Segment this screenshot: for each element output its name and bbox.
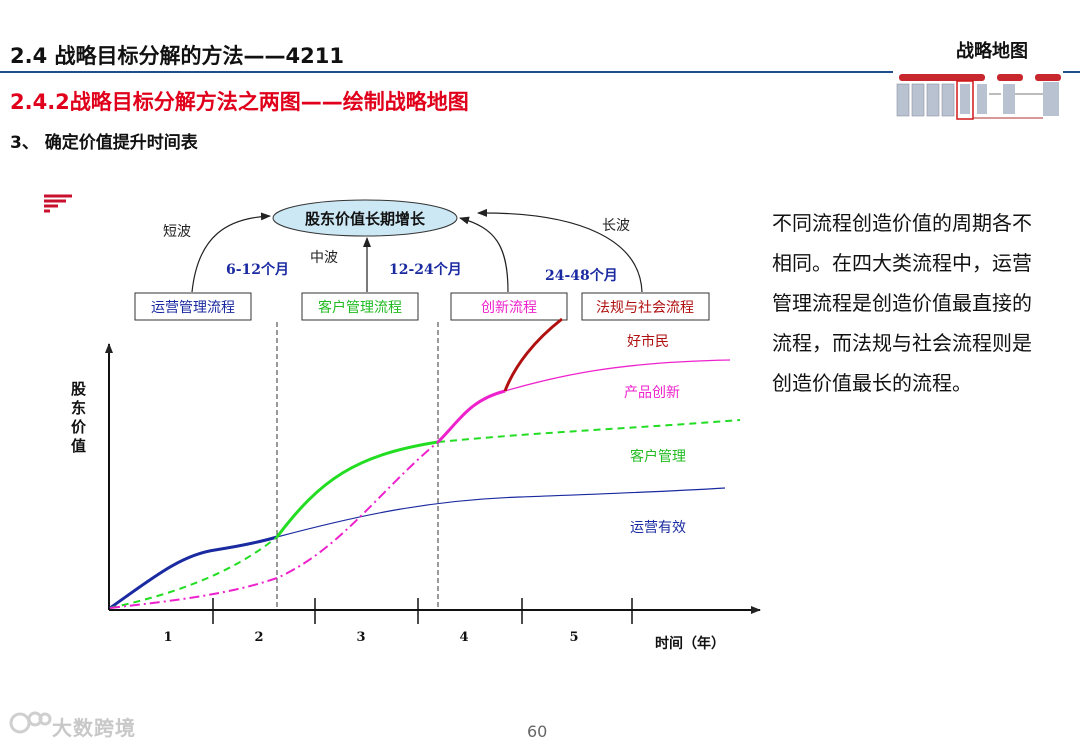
strategy-map-thumbnail bbox=[893, 70, 1063, 126]
wave-long-label: 长波 bbox=[602, 218, 630, 234]
curve-regulatory bbox=[503, 317, 563, 392]
x-tick-label: 5 bbox=[569, 630, 578, 645]
process-label-customer: 客户管理流程 bbox=[318, 299, 402, 316]
header-divider bbox=[0, 71, 1080, 73]
period-long-label: 24-48个月 bbox=[545, 267, 618, 284]
explanation-text: 不同流程创造价值的周期各不相同。在四大类流程中，运营管理流程是创造价值最直接的流… bbox=[772, 211, 1032, 395]
curve-ops-main bbox=[109, 535, 278, 610]
curve-label-ops: 运营有效 bbox=[630, 520, 686, 536]
curve-innovation-early bbox=[109, 441, 439, 609]
curve-label-customer: 客户管理 bbox=[630, 448, 686, 465]
wave-mid-label: 中波 bbox=[310, 250, 338, 266]
curve-customer-extension bbox=[437, 419, 741, 443]
x-tick-marks bbox=[212, 598, 633, 624]
section-title: 2.4 战略目标分解的方法——4211 bbox=[10, 44, 344, 68]
process-label-innovation: 创新流程 bbox=[481, 300, 537, 316]
process-label-ops: 运营管理流程 bbox=[151, 300, 235, 316]
curve-innovation-extension bbox=[504, 359, 731, 392]
period-customer-label: 12-24个月 bbox=[389, 261, 462, 278]
curve-label-regulatory: 好市民 bbox=[627, 333, 669, 350]
page-number: 60 bbox=[527, 722, 548, 741]
goal-ellipse bbox=[272, 199, 458, 237]
x-tick-label: 3 bbox=[356, 630, 365, 645]
svg-text:价: 价 bbox=[71, 418, 87, 436]
curve-customer-main bbox=[275, 440, 439, 538]
process-box-customer bbox=[301, 292, 419, 321]
period-ops-label: 6-12个月 bbox=[226, 261, 289, 278]
curve-innovation-main bbox=[436, 389, 506, 444]
watermark-text: 大数跨境 bbox=[52, 716, 136, 740]
y-axis-label: 股 东 价 值 bbox=[71, 380, 87, 455]
svg-text:东: 东 bbox=[71, 399, 86, 417]
process-box-regulatory bbox=[581, 292, 710, 321]
corner-title: 战略地图 bbox=[956, 41, 1028, 62]
process-label-regulatory: 法规与社会流程 bbox=[596, 300, 694, 316]
curve-ops-extension bbox=[276, 487, 726, 538]
x-tick-label: 1 bbox=[163, 630, 172, 645]
step-title: 3、 确定价值提升时间表 bbox=[10, 133, 198, 153]
x-axis-label: 时间（年） bbox=[655, 635, 725, 652]
arrow-innovation-to-goal bbox=[459, 216, 509, 293]
value-timeline-diagram: 股东价值长期增长 短波 中波 长波 6-12个月 12-24个月 24-48个月… bbox=[44, 194, 761, 652]
watermark-logo-icon bbox=[9, 711, 52, 734]
curve-customer-early bbox=[109, 536, 278, 609]
subsection-title: 2.4.2战略目标分解方法之两图——绘制战略地图 bbox=[10, 90, 469, 114]
curve-label-innovation: 产品创新 bbox=[624, 385, 680, 401]
wave-short-label: 短波 bbox=[163, 224, 191, 240]
arrow-ops-to-goal bbox=[191, 212, 271, 293]
x-tick-label: 4 bbox=[459, 630, 468, 645]
svg-text:股: 股 bbox=[71, 380, 87, 398]
process-box-ops bbox=[134, 292, 252, 321]
x-tick-label: 2 bbox=[254, 630, 263, 645]
process-box-innovation bbox=[450, 292, 568, 321]
goal-label: 股东价值长期增长 bbox=[305, 210, 426, 228]
arrow-regulatory-to-goal bbox=[477, 208, 643, 293]
decorative-stripes bbox=[44, 194, 72, 213]
svg-text:值: 值 bbox=[71, 437, 86, 455]
